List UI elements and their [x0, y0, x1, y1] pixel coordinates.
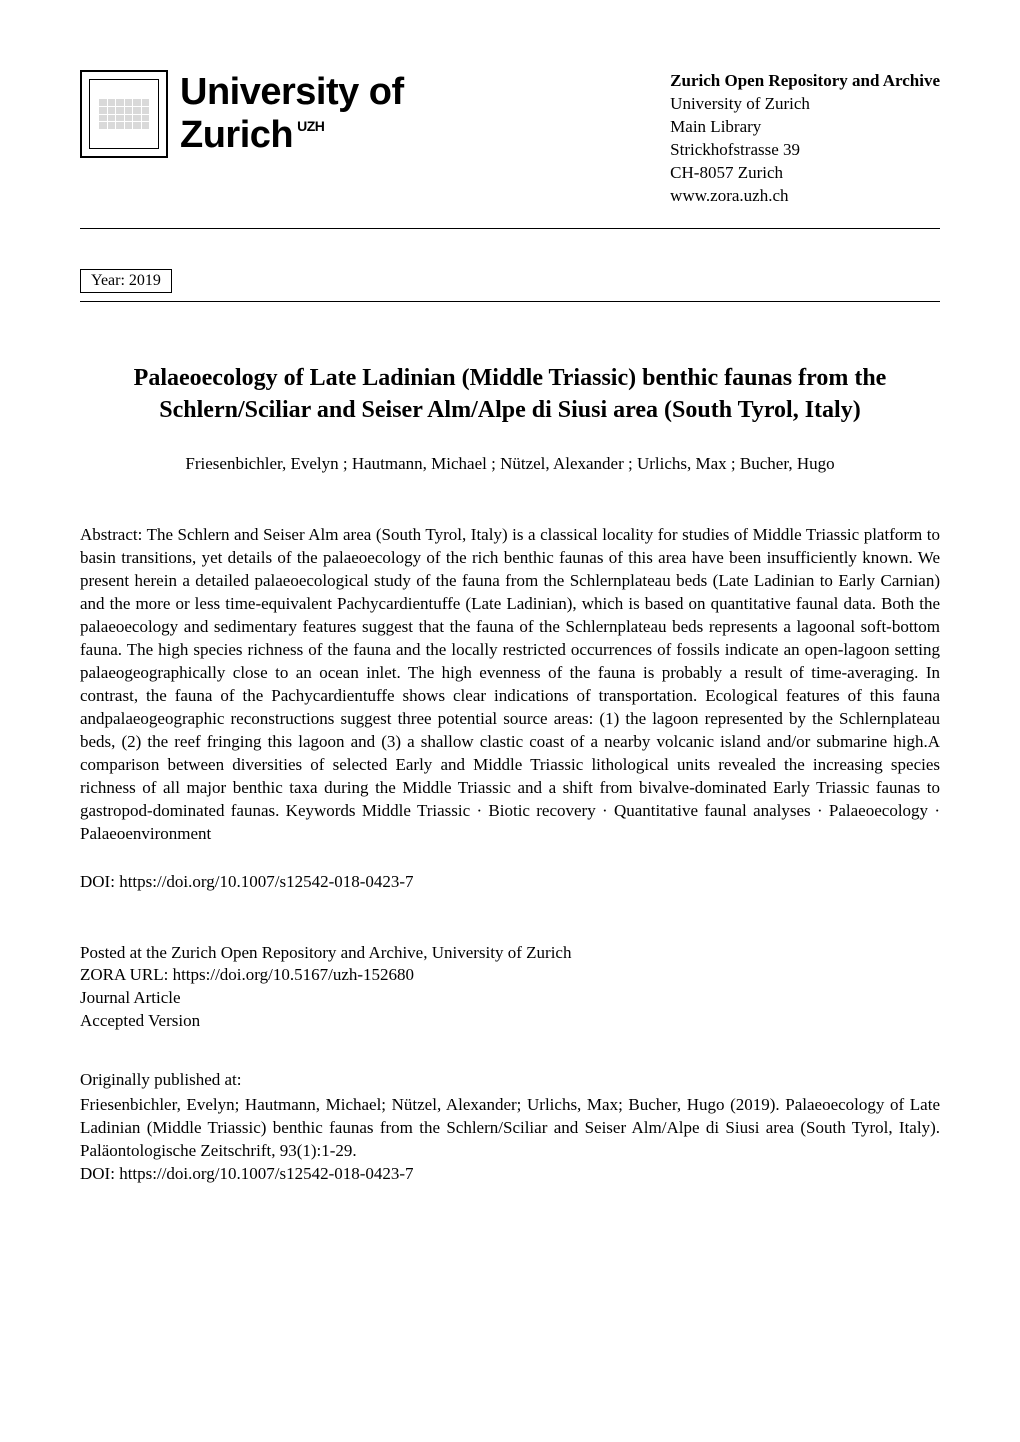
publication-label: Originally published at:: [80, 1069, 940, 1092]
publication-doi: DOI: https://doi.org/10.1007/s12542-018-…: [80, 1163, 940, 1186]
abstract-label: Abstract:: [80, 525, 147, 544]
doi-line: DOI: https://doi.org/10.1007/s12542-018-…: [80, 872, 940, 892]
meta-posted: Posted at the Zurich Open Repository and…: [80, 942, 940, 965]
archive-library: Main Library: [670, 116, 940, 139]
publication-block: Originally published at: Friesenbichler,…: [80, 1069, 940, 1186]
archive-url: www.zora.uzh.ch: [670, 185, 940, 208]
archive-city: CH-8057 Zurich: [670, 162, 940, 185]
divider: [80, 228, 940, 229]
publication-citation: Friesenbichler, Evelyn; Hautmann, Michae…: [80, 1094, 940, 1163]
doi-label: DOI:: [80, 872, 119, 891]
year-box: Year: 2019: [80, 269, 172, 293]
logo-block: University of Zurich UZH: [80, 70, 404, 158]
title-block: Palaeoecology of Late Ladinian (Middle T…: [80, 362, 940, 427]
meta-block: Posted at the Zurich Open Repository and…: [80, 942, 940, 1034]
divider: [80, 301, 940, 302]
archive-title: Zurich Open Repository and Archive: [670, 70, 940, 93]
doi-value: https://doi.org/10.1007/s12542-018-0423-…: [119, 872, 413, 891]
zora-label: ZORA URL:: [80, 965, 173, 984]
meta-type: Journal Article: [80, 987, 940, 1010]
archive-info: Zurich Open Repository and Archive Unive…: [670, 70, 940, 208]
wordmark-sup: UZH: [297, 118, 324, 134]
meta-version: Accepted Version: [80, 1010, 940, 1033]
meta-zora: ZORA URL: https://doi.org/10.5167/uzh-15…: [80, 964, 940, 987]
wordmark-line2: Zurich UZH: [180, 114, 404, 157]
abstract-text: The Schlern and Seiser Alm area (South T…: [80, 525, 940, 842]
wordmark-line1: University of: [180, 71, 404, 114]
abstract: Abstract: The Schlern and Seiser Alm are…: [80, 524, 940, 845]
archive-institution: University of Zurich: [670, 93, 940, 116]
university-seal-icon: [80, 70, 168, 158]
authors: Friesenbichler, Evelyn ; Hautmann, Micha…: [80, 454, 940, 474]
archive-street: Strickhofstrasse 39: [670, 139, 940, 162]
zora-url: https://doi.org/10.5167/uzh-152680: [173, 965, 414, 984]
paper-title: Palaeoecology of Late Ladinian (Middle T…: [80, 362, 940, 427]
pub-doi-label: DOI:: [80, 1164, 119, 1183]
wordmark: University of Zurich UZH: [180, 71, 404, 157]
header: University of Zurich UZH Zurich Open Rep…: [80, 70, 940, 208]
wordmark-zurich: Zurich: [180, 114, 293, 157]
pub-doi-value: https://doi.org/10.1007/s12542-018-0423-…: [119, 1164, 413, 1183]
